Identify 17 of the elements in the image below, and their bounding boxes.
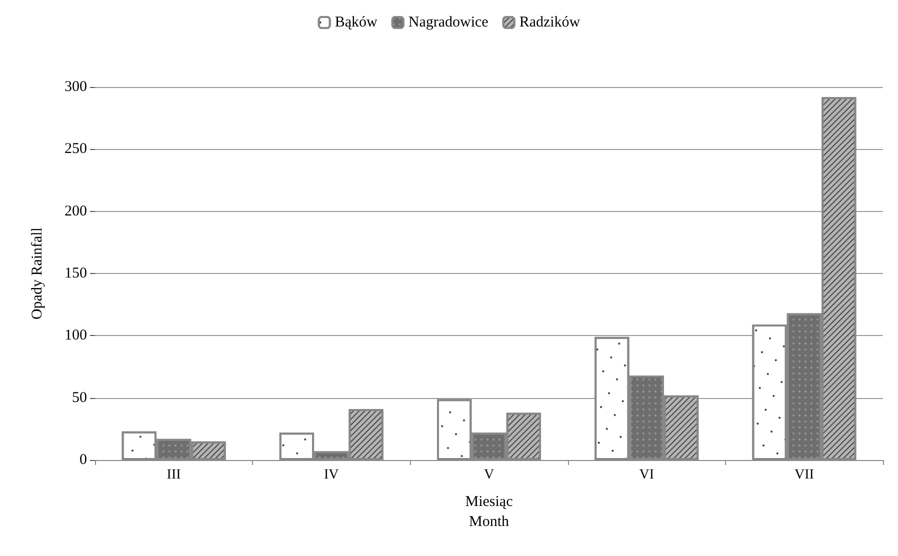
y-tick-label: 0	[80, 452, 87, 468]
y-tick-label: 200	[64, 203, 87, 220]
x-tick-label: VI	[639, 468, 654, 482]
y-tick-label: 250	[64, 141, 87, 158]
legend-label: Bąków	[334, 14, 378, 30]
legend-label: Radzików	[519, 14, 580, 30]
x-axis-title: Miesiąc Month	[465, 494, 514, 530]
x-tick-label: IV	[324, 468, 339, 482]
y-tick-label: 300	[64, 79, 87, 95]
x-tick-label: III	[166, 468, 182, 482]
y-axis-title: Opady Rainfall	[30, 227, 46, 320]
x-tick-label: VII	[794, 468, 814, 482]
legend-label: Nagradowice	[408, 14, 489, 30]
x-tick-label: V	[484, 468, 494, 482]
y-tick-label: 50	[72, 390, 87, 406]
y-tick-label: 150	[64, 266, 87, 282]
y-tick-label: 100	[64, 328, 87, 344]
